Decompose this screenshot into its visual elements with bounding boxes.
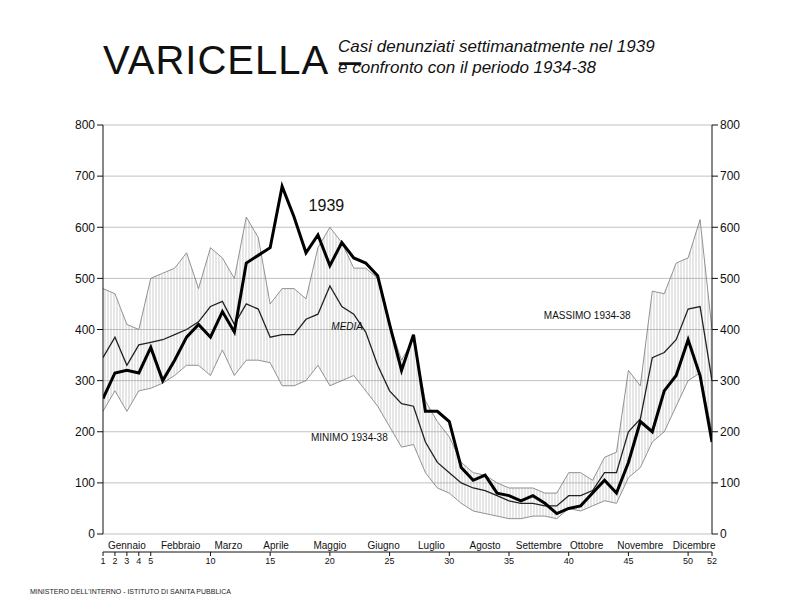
svg-text:50: 50 (683, 556, 693, 566)
svg-text:MINIMO 1934-38: MINIMO 1934-38 (311, 432, 388, 443)
svg-text:Aprile: Aprile (263, 540, 289, 551)
html-text:e confronto con il periodo 193: e confronto con il periodo 1934-38 (338, 58, 596, 77)
svg-text:0: 0 (88, 527, 95, 541)
svg-text:30: 30 (444, 556, 454, 566)
svg-text:MASSIMO 1934-38: MASSIMO 1934-38 (544, 310, 631, 321)
svg-text:700: 700 (720, 169, 740, 183)
svg-text:Agosto: Agosto (470, 540, 502, 551)
svg-text:600: 600 (720, 221, 740, 235)
svg-text:52: 52 (707, 556, 717, 566)
svg-text:800: 800 (720, 118, 740, 132)
svg-text:200: 200 (75, 425, 95, 439)
svg-text:600: 600 (75, 221, 95, 235)
html-text:MINISTERO DELL'INTERNO - ISTIT: MINISTERO DELL'INTERNO - ISTITUTO DI SAN… (30, 588, 231, 595)
svg-text:40: 40 (564, 556, 574, 566)
html-text:Casi denunziati settimanatment: Casi denunziati settimanatmente nel 1939 (338, 37, 655, 56)
svg-text:Maggio: Maggio (313, 540, 346, 551)
svg-text:800: 800 (75, 118, 95, 132)
svg-text:300: 300 (720, 374, 740, 388)
svg-text:500: 500 (720, 272, 740, 286)
svg-text:20: 20 (325, 556, 335, 566)
svg-text:Marzo: Marzo (214, 540, 242, 551)
svg-text:25: 25 (385, 556, 395, 566)
svg-text:400: 400 (75, 323, 95, 337)
svg-text:35: 35 (504, 556, 514, 566)
svg-text:Giugno: Giugno (367, 540, 400, 551)
svg-text:1: 1 (100, 556, 105, 566)
svg-text:MEDIA: MEDIA (331, 321, 363, 332)
svg-text:5: 5 (148, 556, 153, 566)
svg-text:Gennaio: Gennaio (108, 540, 146, 551)
svg-text:Dicembre: Dicembre (673, 540, 716, 551)
html-text:VARICELLA –: VARICELLA – (103, 38, 363, 82)
svg-text:3: 3 (124, 556, 129, 566)
svg-text:200: 200 (720, 425, 740, 439)
svg-text:Ottobre: Ottobre (570, 540, 604, 551)
svg-text:400: 400 (720, 323, 740, 337)
svg-text:4: 4 (136, 556, 141, 566)
svg-text:0: 0 (720, 527, 727, 541)
svg-text:Luglio: Luglio (418, 540, 445, 551)
svg-text:15: 15 (265, 556, 275, 566)
svg-text:45: 45 (623, 556, 633, 566)
svg-text:100: 100 (75, 476, 95, 490)
svg-text:10: 10 (205, 556, 215, 566)
svg-text:100: 100 (720, 476, 740, 490)
svg-text:300: 300 (75, 374, 95, 388)
svg-text:2: 2 (112, 556, 117, 566)
svg-text:700: 700 (75, 169, 95, 183)
svg-text:500: 500 (75, 272, 95, 286)
svg-text:Novembre: Novembre (617, 540, 664, 551)
svg-text:1939: 1939 (309, 197, 345, 214)
svg-text:Settembre: Settembre (516, 540, 563, 551)
svg-text:Febbraio: Febbraio (161, 540, 201, 551)
